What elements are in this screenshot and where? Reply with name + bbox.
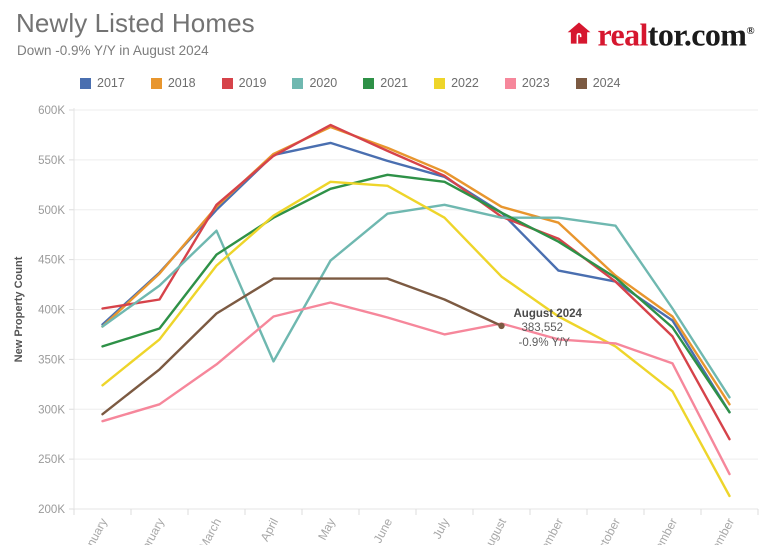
annotation-marker xyxy=(498,322,505,330)
x-tick-label: August xyxy=(479,515,509,545)
legend-swatch-2022 xyxy=(434,77,446,89)
chart-legend: 2017 2018 2019 2020 2021 2022 2023 2024 xyxy=(80,76,647,90)
legend-item-2020[interactable]: 2020 xyxy=(292,76,337,90)
series-line-2024[interactable] xyxy=(101,277,503,416)
legend-label-2024: 2024 xyxy=(592,76,621,90)
x-tick-label: December xyxy=(699,516,737,545)
realtor-logo: realtor.com® xyxy=(566,15,755,51)
annotation-title: August 2024 xyxy=(514,308,583,320)
legend-item-2022[interactable]: 2022 xyxy=(434,76,479,90)
legend-label-2020: 2020 xyxy=(309,76,338,90)
legend-label-2023: 2023 xyxy=(521,76,550,90)
annotation-value: 383,552 xyxy=(522,322,564,334)
y-tick-label: 550K xyxy=(38,155,65,167)
series-line-2018[interactable] xyxy=(101,125,731,406)
legend-item-2023[interactable]: 2023 xyxy=(504,76,550,90)
legend-label-2018: 2018 xyxy=(167,76,196,90)
line-chart: 200K 250K 300K 350K 400K 450K 500K 550K 600K New … xyxy=(13,105,759,545)
y-tick-label: 350K xyxy=(38,354,65,366)
legend-label-2021: 2021 xyxy=(380,76,409,90)
series-line-2023[interactable] xyxy=(101,301,731,476)
y-tick-label: 200K xyxy=(38,504,65,516)
chart-area: 200K 250K 300K 350K 400K 450K 500K 550K 600K New … xyxy=(0,96,768,545)
legend-swatch-2023 xyxy=(504,77,516,89)
y-tick-label: 500K xyxy=(38,205,65,217)
legend-item-2024[interactable]: 2024 xyxy=(575,76,621,90)
y-tick-label: 600K xyxy=(38,105,65,117)
x-tick-label: May xyxy=(315,516,338,543)
legend-label-2019: 2019 xyxy=(238,76,267,90)
y-tick-label: 400K xyxy=(38,305,65,317)
y-axis-title: New Property Count xyxy=(13,256,25,362)
logo-wordmark: realtor.com® xyxy=(597,15,754,51)
x-tick-label: February xyxy=(132,516,167,545)
x-tick-label: June xyxy=(371,516,396,545)
legend-swatch-2018 xyxy=(150,77,162,89)
series-line-2021[interactable] xyxy=(101,173,731,414)
series-line-2019[interactable] xyxy=(101,123,731,441)
logo-text-real: real xyxy=(597,16,648,53)
house-icon xyxy=(568,22,591,44)
legend-item-2019[interactable]: 2019 xyxy=(221,76,267,90)
legend-label-2017: 2017 xyxy=(97,76,125,90)
x-tick-label: October xyxy=(591,516,623,545)
page-subtitle: Down -0.9% Y/Y in August 2024 xyxy=(17,43,209,58)
legend-swatch-2020 xyxy=(292,77,304,89)
page-header: Newly Listed Homes Down -0.9% Y/Y in Aug… xyxy=(0,0,768,70)
page-title: Newly Listed Homes xyxy=(16,8,255,38)
legend-item-2021[interactable]: 2021 xyxy=(363,76,408,90)
logo-trademark: ® xyxy=(746,25,754,38)
y-tick-label: 250K xyxy=(38,454,65,466)
series-line-2022[interactable] xyxy=(101,180,731,498)
logo-text-torcom: tor.com xyxy=(647,16,747,53)
legend-swatch-2021 xyxy=(363,77,375,89)
legend-item-2017[interactable]: 2017 xyxy=(80,76,125,90)
annotation-change: -0.9% Y/Y xyxy=(519,337,571,349)
x-tick-label: July xyxy=(430,516,452,541)
series-line-2017[interactable] xyxy=(101,141,731,414)
legend-swatch-2019 xyxy=(221,77,233,89)
legend-item-2018[interactable]: 2018 xyxy=(150,76,196,90)
legend-swatch-2024 xyxy=(575,77,587,89)
legend-label-2022: 2022 xyxy=(451,76,479,90)
legend-swatch-2017 xyxy=(80,77,91,89)
y-tick-label: 300K xyxy=(38,404,65,416)
x-tick-label: March xyxy=(196,516,224,545)
y-tick-label: 450K xyxy=(38,255,65,267)
x-tick-label: November xyxy=(642,516,680,545)
x-tick-label: September xyxy=(526,516,566,545)
x-tick-label: April xyxy=(258,516,282,544)
series-line-2020[interactable] xyxy=(101,203,731,399)
x-tick-label: January xyxy=(78,516,110,545)
